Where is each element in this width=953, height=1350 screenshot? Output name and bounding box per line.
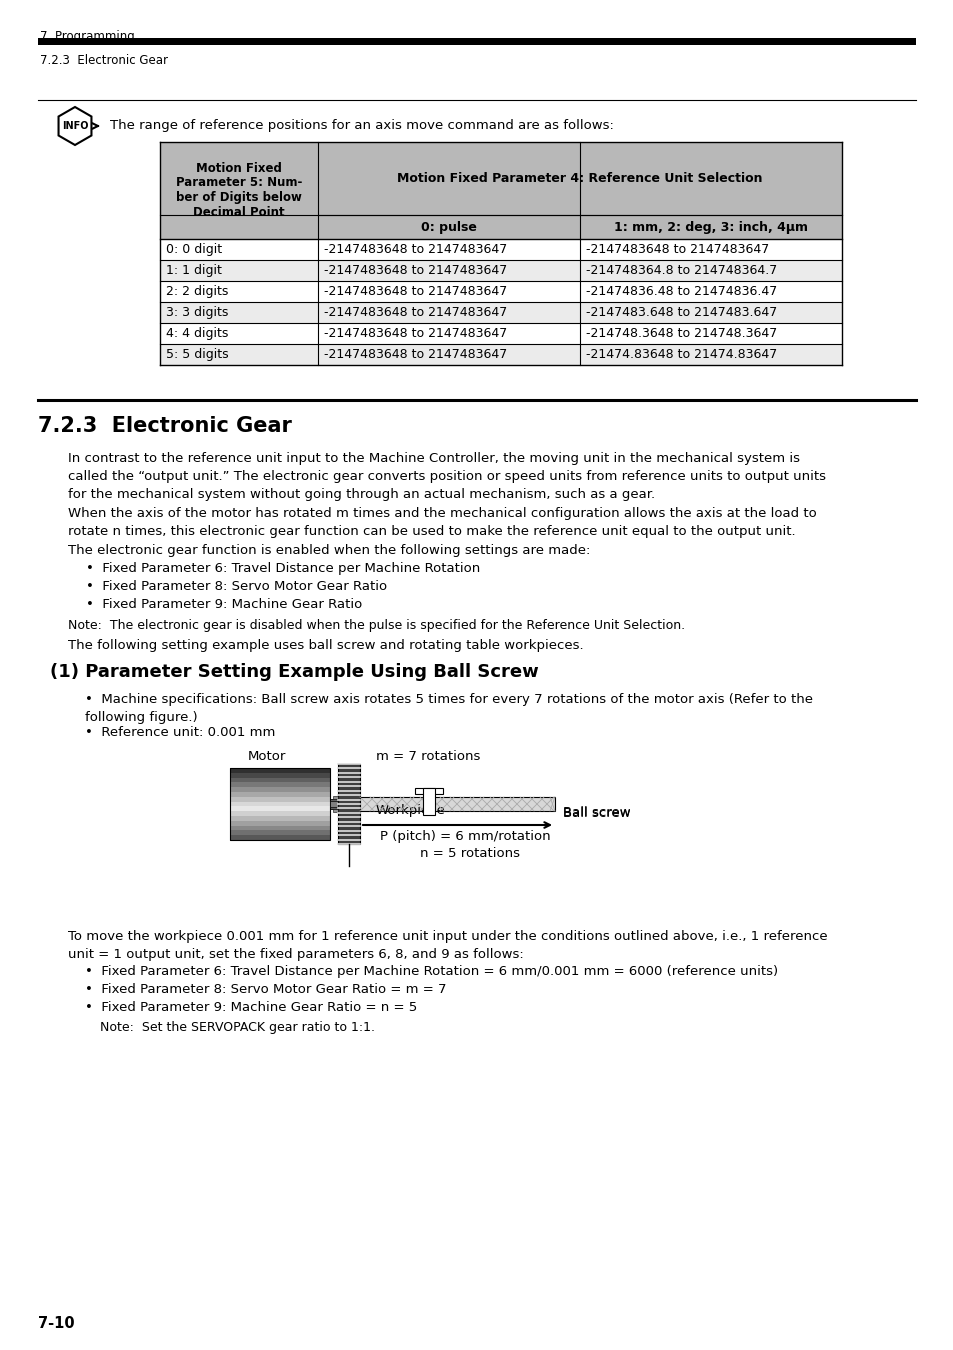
Bar (230, 783, 330, 787)
Text: Workpiece: Workpiece (375, 805, 445, 817)
Text: Note:  The electronic gear is disabled when the pulse is specified for the Refer: Note: The electronic gear is disabled wh… (68, 620, 684, 632)
Text: 4: 4 digits: 4: 4 digits (166, 327, 228, 340)
Text: 5: 5 digits: 5: 5 digits (166, 348, 229, 360)
Text: 2: 2 digits: 2: 2 digits (166, 285, 228, 298)
Text: •  Fixed Parameter 9: Machine Gear Ratio = n = 5: • Fixed Parameter 9: Machine Gear Ratio … (85, 1000, 416, 1014)
Text: -2147483648 to 2147483647: -2147483648 to 2147483647 (324, 348, 507, 360)
Bar (359, 796, 555, 811)
Bar (38, 38, 915, 45)
Bar (230, 778, 330, 783)
Text: The range of reference positions for an axis move command are as follows:: The range of reference positions for an … (110, 119, 613, 132)
Text: In contrast to the reference unit input to the Machine Controller, the moving un: In contrast to the reference unit input … (68, 452, 825, 501)
Bar (160, 302, 841, 323)
Bar (230, 802, 330, 807)
Text: 7.2.3  Electronic Gear: 7.2.3 Electronic Gear (40, 54, 168, 68)
Text: 7.2.3  Electronic Gear: 7.2.3 Electronic Gear (38, 416, 292, 436)
Text: Motion Fixed
Parameter 5: Num-
ber of Digits below
Decimal Point: Motion Fixed Parameter 5: Num- ber of Di… (175, 162, 302, 220)
Text: Motor: Motor (248, 751, 286, 763)
Text: 0: pulse: 0: pulse (420, 220, 476, 234)
Bar (330, 799, 339, 809)
Bar (330, 801, 337, 807)
Text: -21474836.48 to 21474836.47: -21474836.48 to 21474836.47 (585, 285, 777, 298)
Text: 7  Programming: 7 Programming (40, 30, 134, 43)
Text: •  Fixed Parameter 8: Servo Motor Gear Ratio: • Fixed Parameter 8: Servo Motor Gear Ra… (86, 580, 387, 593)
Text: -2147483648 to 2147483647: -2147483648 to 2147483647 (324, 265, 507, 277)
Bar (230, 821, 330, 826)
Text: Ball screw: Ball screw (562, 806, 630, 819)
Text: -2147483648 to 2147483647: -2147483648 to 2147483647 (324, 327, 507, 340)
Text: -214748364.8 to 214748364.7: -214748364.8 to 214748364.7 (585, 265, 777, 277)
Bar (230, 815, 330, 821)
Text: P (pitch) = 6 mm/rotation: P (pitch) = 6 mm/rotation (379, 830, 550, 842)
Bar (333, 796, 337, 799)
Bar (230, 772, 330, 778)
Bar (160, 344, 841, 364)
Bar (230, 811, 330, 817)
Text: -21474.83648 to 21474.83647: -21474.83648 to 21474.83647 (585, 348, 777, 360)
Text: When the axis of the motor has rotated m times and the mechanical configuration : When the axis of the motor has rotated m… (68, 508, 816, 539)
Text: -2147483648 to 2147483647: -2147483648 to 2147483647 (324, 306, 507, 319)
Text: Ball screw: Ball screw (562, 807, 630, 819)
Text: -2147483648 to 2147483647: -2147483648 to 2147483647 (324, 243, 507, 256)
Bar (337, 764, 359, 844)
Bar (333, 809, 337, 811)
Bar (230, 826, 330, 830)
Text: 7-10: 7-10 (38, 1316, 74, 1331)
Bar (230, 830, 330, 836)
Bar (230, 768, 330, 840)
Text: To move the workpiece 0.001 mm for 1 reference unit input under the conditions o: To move the workpiece 0.001 mm for 1 ref… (68, 930, 827, 961)
Text: -2147483.648 to 2147483.647: -2147483.648 to 2147483.647 (585, 306, 777, 319)
Text: •  Fixed Parameter 6: Travel Distance per Machine Rotation: • Fixed Parameter 6: Travel Distance per… (86, 562, 479, 575)
Text: •  Fixed Parameter 9: Machine Gear Ratio: • Fixed Parameter 9: Machine Gear Ratio (86, 598, 362, 612)
Text: 0: 0 digit: 0: 0 digit (166, 243, 222, 256)
Text: Motion Fixed Parameter 4: Reference Unit Selection: Motion Fixed Parameter 4: Reference Unit… (396, 171, 762, 185)
Bar (415, 788, 442, 794)
Text: •  Machine specifications: Ball screw axis rotates 5 times for every 7 rotations: • Machine specifications: Ball screw axi… (85, 693, 812, 724)
Text: (1) Parameter Setting Example Using Ball Screw: (1) Parameter Setting Example Using Ball… (50, 663, 538, 680)
Bar (160, 281, 841, 302)
Text: m = 7 rotations: m = 7 rotations (375, 751, 480, 763)
Text: 1: mm, 2: deg, 3: inch, 4μm: 1: mm, 2: deg, 3: inch, 4μm (614, 220, 807, 234)
Text: The electronic gear function is enabled when the following settings are made:: The electronic gear function is enabled … (68, 544, 590, 558)
Text: •  Fixed Parameter 8: Servo Motor Gear Ratio = m = 7: • Fixed Parameter 8: Servo Motor Gear Ra… (85, 983, 446, 996)
Text: n = 5 rotations: n = 5 rotations (419, 846, 519, 860)
Bar (230, 836, 330, 841)
Bar (230, 806, 330, 811)
Text: 1: 1 digit: 1: 1 digit (166, 265, 222, 277)
Bar (160, 239, 841, 261)
Text: -2147483648 to 2147483647: -2147483648 to 2147483647 (324, 285, 507, 298)
Bar (230, 792, 330, 798)
Text: -214748.3648 to 214748.3647: -214748.3648 to 214748.3647 (585, 327, 777, 340)
Bar (422, 788, 435, 815)
Text: •  Fixed Parameter 6: Travel Distance per Machine Rotation = 6 mm/0.001 mm = 600: • Fixed Parameter 6: Travel Distance per… (85, 965, 778, 977)
Text: The following setting example uses ball screw and rotating table workpieces.: The following setting example uses ball … (68, 639, 583, 652)
Bar (160, 261, 841, 281)
Text: INFO: INFO (62, 122, 89, 131)
Text: Note:  Set the SERVOPACK gear ratio to 1:1.: Note: Set the SERVOPACK gear ratio to 1:… (100, 1021, 375, 1034)
Bar (160, 323, 841, 344)
Bar (230, 796, 330, 802)
Bar (160, 142, 841, 239)
Text: •  Reference unit: 0.001 mm: • Reference unit: 0.001 mm (85, 726, 275, 738)
Text: 3: 3 digits: 3: 3 digits (166, 306, 228, 319)
Bar (230, 787, 330, 792)
Text: -2147483648 to 2147483647: -2147483648 to 2147483647 (585, 243, 768, 256)
Bar (230, 768, 330, 774)
